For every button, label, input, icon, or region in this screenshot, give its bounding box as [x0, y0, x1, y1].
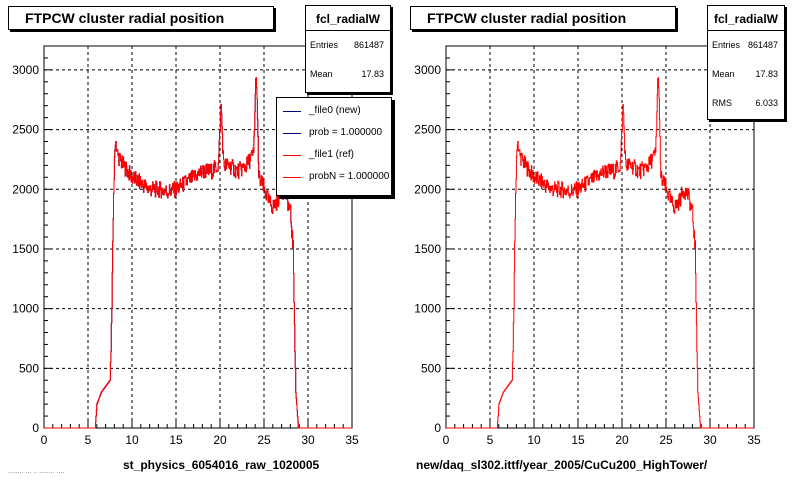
- panel-1-legend: _file0 (new) prob = 1.000000 _file1 (ref…: [276, 97, 392, 196]
- x-tick-label: 20: [615, 433, 629, 447]
- y-tick-label: 0: [434, 421, 441, 435]
- series-line-file1-ref: [44, 77, 352, 429]
- plot-frame: [445, 45, 755, 429]
- x-tick-label: 25: [659, 433, 673, 447]
- legend-swatch: [283, 177, 301, 178]
- x-tick-label: 15: [571, 433, 585, 447]
- legend-entry-ref: _file1 (ref): [277, 144, 391, 166]
- x-tick-label: 0: [443, 433, 450, 447]
- legend-label: _file1 (ref): [309, 149, 355, 160]
- y-tick-label: 2500: [12, 123, 39, 137]
- panel-1-x-caption: st_physics_6054016_raw_1020005: [123, 458, 320, 472]
- stats-row-entries: Entries 861487: [306, 31, 390, 60]
- stats-row-mean: Mean 17.83: [306, 60, 390, 89]
- x-tick-label: 35: [747, 433, 761, 447]
- panel-1-title: FTPCW cluster radial position: [8, 6, 274, 30]
- x-tick-label: 15: [169, 433, 183, 447]
- legend-label: _file0 (new): [309, 105, 361, 116]
- legend-label: probN = 1.000000: [309, 171, 390, 182]
- x-tick-label: 5: [85, 433, 92, 447]
- footer-text: ........ ... .. ........ ....: [8, 468, 65, 475]
- stats-label: Mean: [712, 69, 735, 79]
- stats-label: Entries: [310, 40, 339, 50]
- stats-value: 861487: [353, 40, 384, 50]
- x-tick-label: 5: [487, 433, 494, 447]
- stats-row-entries: Entries 861487: [708, 31, 784, 60]
- y-tick-label: 3000: [414, 63, 441, 77]
- x-tick-label: 10: [125, 433, 139, 447]
- stats-hist-name: fcl_radialW: [306, 6, 390, 31]
- legend-entry-prob: prob = 1.000000: [277, 122, 391, 144]
- y-tick-label: 2000: [12, 182, 39, 196]
- x-tick-label: 10: [527, 433, 541, 447]
- y-tick-label: 1000: [12, 302, 39, 316]
- panel-1-stats-box: fcl_radialW Entries 861487 Mean 17.83: [305, 5, 391, 93]
- legend-entry-probn: probN = 1.000000: [277, 166, 391, 188]
- y-tick-label: 2000: [414, 182, 441, 196]
- stats-row-rms: RMS 6.033: [708, 89, 784, 118]
- legend-entry-new: _file0 (new): [277, 100, 391, 122]
- x-tick-label: 20: [213, 433, 227, 447]
- legend-swatch: [283, 111, 301, 112]
- y-tick-label: 1500: [414, 242, 441, 256]
- stats-row-mean: Mean 17.83: [708, 60, 784, 89]
- stats-label: Entries: [712, 40, 741, 50]
- x-tick-label: 30: [703, 433, 717, 447]
- x-tick-label: 30: [301, 433, 315, 447]
- stats-value: 17.83: [755, 69, 778, 79]
- y-tick-label: 1000: [414, 302, 441, 316]
- legend-label: prob = 1.000000: [309, 127, 383, 138]
- y-tick-label: 500: [421, 361, 441, 375]
- series-line-ref-0: [446, 77, 754, 429]
- x-tick-label: 25: [257, 433, 271, 447]
- panel-1-title-text: FTPCW cluster radial position: [25, 10, 225, 26]
- stats-value: 861487: [747, 40, 778, 50]
- panel-2-x-caption: new/daq_sl302.ittf/year_2005/CuCu200_Hig…: [416, 458, 708, 472]
- x-tick-label: 0: [41, 433, 48, 447]
- panel-2-title: FTPCW cluster radial position: [410, 6, 676, 30]
- y-tick-label: 0: [32, 421, 39, 435]
- y-tick-label: 1500: [12, 242, 39, 256]
- stats-hist-name: fcl_radialW: [708, 6, 784, 31]
- y-tick-label: 500: [19, 361, 39, 375]
- x-tick-label: 35: [345, 433, 359, 447]
- y-tick-label: 2500: [414, 123, 441, 137]
- stats-label: Mean: [310, 69, 333, 79]
- stats-value: 17.83: [361, 69, 384, 79]
- stats-value: 6.033: [755, 98, 778, 108]
- legend-swatch: [283, 133, 301, 134]
- stats-label: RMS: [712, 98, 732, 108]
- legend-swatch: [283, 155, 301, 156]
- y-tick-label: 3000: [12, 63, 39, 77]
- panel-2-title-text: FTPCW cluster radial position: [427, 10, 627, 26]
- panel-2-stats-box: fcl_radialW Entries 861487 Mean 17.83 RM…: [707, 5, 785, 120]
